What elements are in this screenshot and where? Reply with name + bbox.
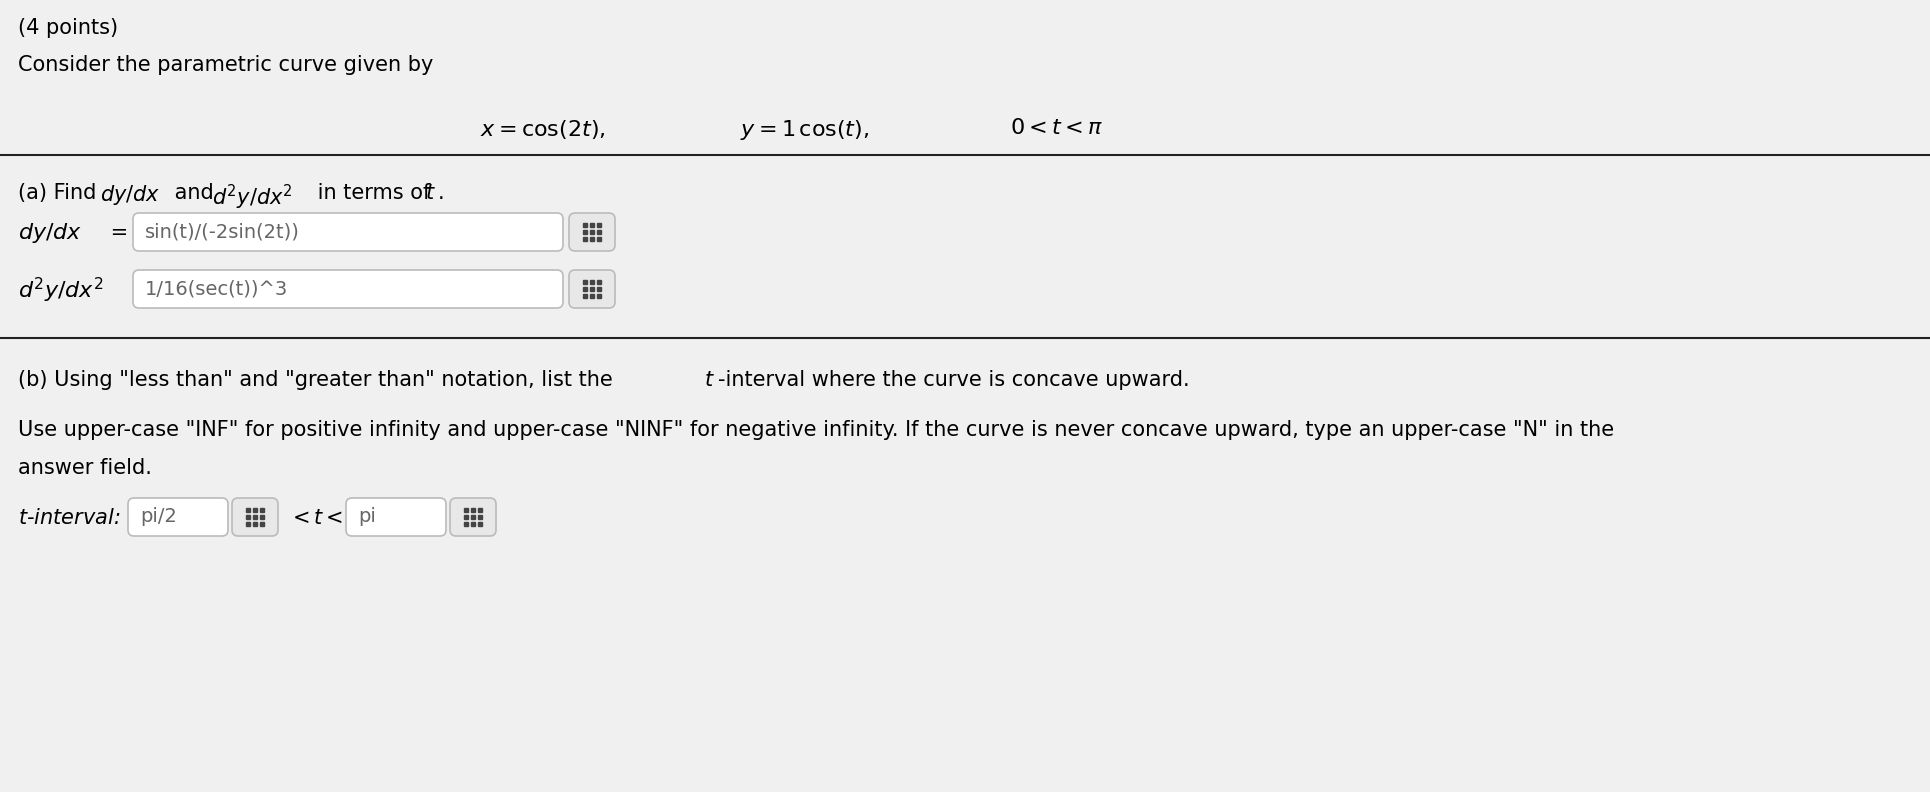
Bar [479, 522, 482, 526]
Text: answer field.: answer field. [17, 458, 152, 478]
Bar [591, 238, 594, 241]
FancyBboxPatch shape [232, 498, 278, 536]
Bar [591, 223, 594, 227]
FancyBboxPatch shape [127, 498, 228, 536]
Text: Consider the parametric curve given by: Consider the parametric curve given by [17, 55, 434, 75]
Bar [591, 287, 594, 291]
Text: Use upper-case "INF" for positive infinity and upper-case "NINF" for negative in: Use upper-case "INF" for positive infini… [17, 420, 1613, 440]
Text: $dy/dx$: $dy/dx$ [17, 221, 83, 245]
Text: $0 < t < \pi$: $0 < t < \pi$ [1009, 118, 1104, 138]
FancyBboxPatch shape [569, 270, 616, 308]
Bar [253, 516, 257, 519]
Bar [465, 516, 467, 519]
Text: $d^2y/dx^2$: $d^2y/dx^2$ [212, 183, 293, 212]
FancyBboxPatch shape [133, 270, 564, 308]
FancyBboxPatch shape [569, 213, 616, 251]
Text: (b) Using "less than" and "greater than" notation, list the: (b) Using "less than" and "greater than"… [17, 370, 620, 390]
Bar [465, 508, 467, 512]
FancyBboxPatch shape [345, 498, 446, 536]
Text: $d^2y/dx^2$: $d^2y/dx^2$ [17, 276, 104, 305]
Text: $x = \cos(2t),$: $x = \cos(2t),$ [481, 118, 606, 141]
FancyBboxPatch shape [450, 498, 496, 536]
Bar [596, 230, 600, 234]
Bar [596, 238, 600, 241]
Bar [253, 522, 257, 526]
Text: .: . [438, 183, 444, 203]
Text: =: = [104, 223, 127, 243]
Bar [261, 508, 264, 512]
Bar [247, 508, 249, 512]
Bar [596, 287, 600, 291]
Text: =: = [129, 280, 154, 300]
Bar [596, 280, 600, 284]
Bar [247, 516, 249, 519]
Text: and: and [168, 183, 220, 203]
Bar [591, 230, 594, 234]
Text: $dy/dx$: $dy/dx$ [100, 183, 160, 207]
Text: -interval where the curve is concave upward.: -interval where the curve is concave upw… [718, 370, 1189, 390]
Bar [583, 223, 587, 227]
Text: $y = 1\,\cos(t),$: $y = 1\,\cos(t),$ [739, 118, 868, 142]
Bar [583, 280, 587, 284]
Bar [591, 295, 594, 298]
Text: (4 points): (4 points) [17, 18, 118, 38]
Bar [596, 295, 600, 298]
Bar [253, 508, 257, 512]
Bar [583, 238, 587, 241]
Text: (a) Find: (a) Find [17, 183, 102, 203]
Bar [583, 287, 587, 291]
Bar [465, 522, 467, 526]
Text: pi/2: pi/2 [141, 508, 178, 527]
Bar [471, 508, 475, 512]
Bar [583, 230, 587, 234]
Bar [261, 516, 264, 519]
Text: sin(t)/(-2sin(2t)): sin(t)/(-2sin(2t)) [145, 223, 299, 242]
Text: 1/16(sec(t))^3: 1/16(sec(t))^3 [145, 280, 288, 299]
FancyBboxPatch shape [133, 213, 564, 251]
Bar [247, 522, 249, 526]
Bar [596, 223, 600, 227]
Text: $< t <$: $< t <$ [288, 508, 344, 528]
Text: in terms of: in terms of [311, 183, 436, 203]
Bar [261, 522, 264, 526]
Text: $t\,$: $t\,$ [704, 370, 714, 390]
Bar [583, 295, 587, 298]
Bar [479, 508, 482, 512]
Bar [471, 522, 475, 526]
Text: pi: pi [357, 508, 376, 527]
Text: $t\,$: $t\,$ [425, 183, 436, 203]
Bar [471, 516, 475, 519]
Bar [479, 516, 482, 519]
Bar [591, 280, 594, 284]
Text: $t$-interval:: $t$-interval: [17, 508, 122, 528]
